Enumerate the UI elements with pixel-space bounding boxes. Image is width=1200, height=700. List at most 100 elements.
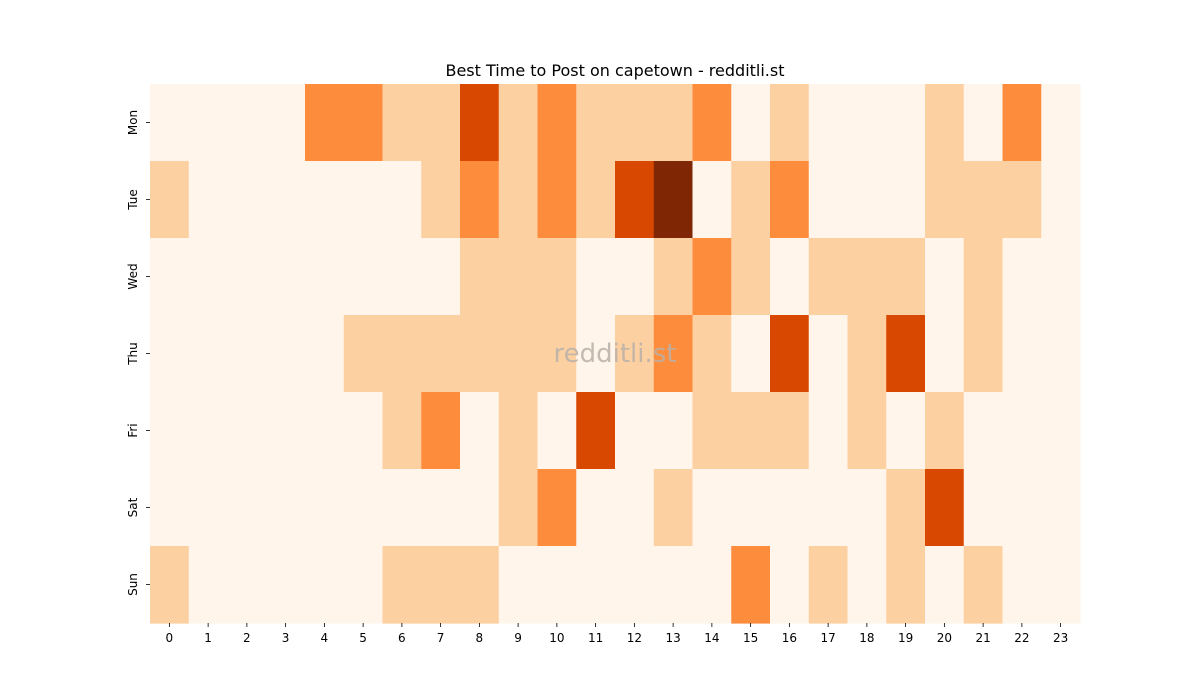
heatmap-cell-thu-2	[227, 315, 267, 393]
heatmap-cell-sun-11	[576, 546, 616, 624]
heatmap-cell-wed-8	[460, 238, 500, 316]
heatmap-cell-mon-9	[498, 84, 539, 162]
heatmap-cell-sat-13	[653, 469, 694, 547]
heatmap-cell-sat-17	[808, 469, 849, 547]
heatmap-cell-sun-21	[963, 546, 1004, 624]
heatmap-cell-sun-20	[925, 546, 965, 624]
heatmap-cell-wed-13	[653, 238, 694, 316]
x-tick-label-23: 23	[1053, 631, 1068, 645]
heatmap-cell-fri-8	[460, 392, 500, 470]
heatmap-cell-sun-13	[653, 546, 694, 624]
heatmap-cell-fri-13	[653, 392, 694, 470]
heatmap-cell-sat-9	[498, 469, 539, 547]
heatmap-cell-thu-22	[1002, 315, 1042, 393]
heatmap-cell-thu-10	[537, 315, 577, 393]
x-tick-label-4: 4	[321, 631, 329, 645]
x-tick-label-1: 1	[204, 631, 212, 645]
heatmap-cell-sat-3	[266, 469, 306, 547]
y-tick-label-tue: Tue	[126, 189, 140, 211]
heatmap-cell-tue-2	[227, 161, 267, 239]
heatmap-cell-thu-19	[886, 315, 926, 393]
heatmap-cell-mon-1	[188, 84, 229, 162]
heatmap-cell-sat-11	[576, 469, 616, 547]
x-tick-label-12: 12	[627, 631, 642, 645]
heatmap-cell-sat-14	[692, 469, 732, 547]
heatmap-cell-fri-3	[266, 392, 306, 470]
heatmap-cell-wed-22	[1002, 238, 1042, 316]
x-tick-label-14: 14	[704, 631, 719, 645]
heatmap-cell-sat-19	[886, 469, 926, 547]
heatmap-cell-thu-0	[150, 315, 190, 393]
heatmap-cell-tue-18	[847, 161, 887, 239]
y-tick-label-sun: Sun	[126, 573, 140, 596]
heatmap-cell-wed-19	[886, 238, 926, 316]
heatmap-cell-fri-10	[537, 392, 577, 470]
heatmap-cell-sat-16	[770, 469, 810, 547]
heatmap-cell-tue-1	[188, 161, 229, 239]
heatmap-cell-wed-5	[343, 238, 384, 316]
x-tick-label-7: 7	[437, 631, 445, 645]
heatmap-cell-wed-6	[382, 238, 422, 316]
heatmap-cell-mon-11	[576, 84, 616, 162]
heatmap-cell-tue-9	[498, 161, 539, 239]
x-tick-label-3: 3	[282, 631, 290, 645]
heatmap-cell-mon-10	[537, 84, 577, 162]
heatmap-cell-fri-2	[227, 392, 267, 470]
y-tick-label-thu: Thu	[126, 342, 140, 366]
heatmap-cell-tue-8	[460, 161, 500, 239]
heatmap-cell-fri-22	[1002, 392, 1042, 470]
heatmap-cell-tue-21	[963, 161, 1004, 239]
heatmap-cell-sat-23	[1041, 469, 1081, 547]
heatmap-cell-tue-17	[808, 161, 849, 239]
heatmap-cell-fri-1	[188, 392, 229, 470]
heatmap-cell-thu-5	[343, 315, 384, 393]
heatmap-cell-mon-20	[925, 84, 965, 162]
heatmap-cell-thu-4	[305, 315, 345, 393]
heatmap-cell-thu-1	[188, 315, 229, 393]
heatmap-cell-sat-2	[227, 469, 267, 547]
heatmap-cell-mon-17	[808, 84, 849, 162]
x-tick-label-20: 20	[937, 631, 952, 645]
heatmap-cell-fri-4	[305, 392, 345, 470]
heatmap-cell-sun-15	[731, 546, 771, 624]
heatmap-cell-thu-12	[615, 315, 655, 393]
heatmap-cell-thu-6	[382, 315, 422, 393]
heatmap-cell-wed-3	[266, 238, 306, 316]
heatmap-cell-mon-23	[1041, 84, 1081, 162]
heatmap-cell-mon-8	[460, 84, 500, 162]
heatmap-cell-wed-1	[188, 238, 229, 316]
heatmap-cell-fri-15	[731, 392, 771, 470]
heatmap-cell-wed-15	[731, 238, 771, 316]
heatmap-cell-fri-17	[808, 392, 849, 470]
heatmap-cell-tue-4	[305, 161, 345, 239]
heatmap-cell-fri-5	[343, 392, 384, 470]
heatmap-cell-wed-4	[305, 238, 345, 316]
heatmap-cell-mon-0	[150, 84, 190, 162]
y-axis: Mon Tue Wed Thu Fri Sat Sun	[126, 110, 150, 596]
heatmap-cell-thu-14	[692, 315, 732, 393]
heatmap-cell-thu-17	[808, 315, 849, 393]
heatmap-cell-sat-7	[421, 469, 461, 547]
heatmap-cell-mon-15	[731, 84, 771, 162]
heatmap-cell-mon-7	[421, 84, 461, 162]
heatmap-cell-wed-11	[576, 238, 616, 316]
heatmap-cell-fri-0	[150, 392, 190, 470]
heatmap-cell-thu-11	[576, 315, 616, 393]
heatmap-cell-sun-4	[305, 546, 345, 624]
heatmap-cell-fri-12	[615, 392, 655, 470]
heatmap-cell-sat-6	[382, 469, 422, 547]
heatmap-cell-wed-2	[227, 238, 267, 316]
heatmap-cell-sun-17	[808, 546, 849, 624]
heatmap-cell-thu-23	[1041, 315, 1081, 393]
x-tick-label-16: 16	[782, 631, 797, 645]
y-tick-label-sat: Sat	[126, 497, 140, 517]
x-tick-label-0: 0	[166, 631, 174, 645]
x-tick-label-19: 19	[898, 631, 913, 645]
x-tick-label-13: 13	[665, 631, 680, 645]
heatmap-cell-fri-7	[421, 392, 461, 470]
heatmap-cell-wed-14	[692, 238, 732, 316]
watermark-text: redditli.st	[554, 339, 677, 369]
y-tick-label-mon: Mon	[126, 110, 140, 135]
